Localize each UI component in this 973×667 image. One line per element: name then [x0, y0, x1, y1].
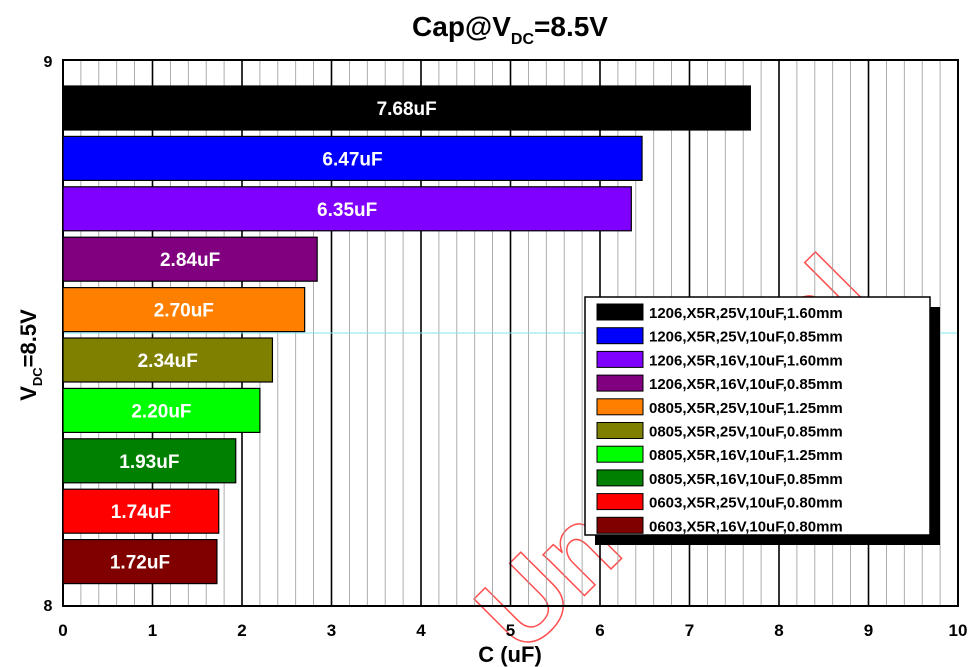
- bar-value-label: 1.93uF: [119, 452, 179, 473]
- legend-entry: 0603,X5R,25V,10uF,0.80mm: [649, 495, 843, 512]
- x-tick-label: 6: [595, 621, 604, 640]
- x-tick-label: 8: [774, 621, 783, 640]
- bar: [62, 186, 632, 232]
- legend: 1206,X5R,25V,10uF,1.60mm 1206,X5R,25V,10u…: [584, 296, 940, 545]
- y-axis-label-subscript: DC: [30, 367, 45, 386]
- x-tick-label: 7: [685, 621, 694, 640]
- chart-title-subscript: DC: [511, 31, 535, 48]
- legend-swatch: [596, 445, 644, 463]
- x-tick-label: 5: [506, 621, 515, 640]
- bar-value-label: 1.72uF: [110, 553, 170, 574]
- bar-value-label: 6.35uF: [317, 200, 377, 221]
- bar: [62, 438, 237, 484]
- x-tick-label: 3: [327, 621, 336, 640]
- legend-swatch: [596, 516, 644, 534]
- legend-entry: 1206,X5R,16V,10uF,1.60mm: [649, 352, 843, 369]
- bar-value-label: 2.70uF: [154, 301, 214, 322]
- bar: [62, 287, 306, 333]
- bar-value-label: 2.84uF: [160, 250, 220, 271]
- legend-swatch: [596, 469, 644, 487]
- bar-value-label: 2.34uF: [138, 351, 198, 372]
- legend-entry: 1206,X5R,16V,10uF,0.85mm: [649, 376, 843, 393]
- legend-entry: 0805,X5R,16V,10uF,0.85mm: [649, 471, 843, 488]
- bar-value-label: 6.47uF: [322, 149, 382, 170]
- bar: [62, 236, 318, 282]
- x-tick-label: 9: [864, 621, 873, 640]
- x-tick-label: 1: [148, 621, 157, 640]
- legend-swatch: [596, 350, 644, 368]
- x-tick-labels: 0 1 2 3 4 5 6 7 8 9 10: [58, 621, 967, 640]
- legend-entry: 0805,X5R,25V,10uF,0.85mm: [649, 424, 843, 441]
- chart-title: Cap@VDC=8.5V: [412, 11, 608, 48]
- legend-swatch: [596, 422, 644, 439]
- legend-entry: 1206,X5R,25V,10uF,1.60mm: [649, 305, 843, 322]
- x-tick-label: 2: [237, 621, 246, 640]
- legend-swatch: [596, 374, 644, 392]
- y-axis-label: VDC=8.5V: [16, 309, 45, 401]
- legend-entry: 0805,X5R,16V,10uF,1.25mm: [649, 447, 843, 464]
- bar: [62, 488, 220, 534]
- bar: [62, 387, 261, 433]
- bar: [62, 538, 218, 585]
- bar: [62, 135, 643, 181]
- x-tick-label: 4: [416, 621, 426, 640]
- bars: 7.68uF 6.47uF 6.35uF 2.84uF 2.70uF 2.34uF 2.20…: [62, 85, 751, 585]
- legend-swatch: [596, 327, 644, 345]
- bar: [62, 337, 274, 383]
- legend-swatch: [596, 398, 644, 416]
- plot-frame: [62, 59, 959, 607]
- legend-swatch: [596, 493, 644, 511]
- x-tick-label: 0: [58, 621, 67, 640]
- legend-entry: 0603,X5R,16V,10uF,0.80mm: [649, 518, 843, 535]
- legend-entry: 1206,X5R,25V,10uF,0.85mm: [649, 329, 843, 346]
- legend-entry: 0805,X5R,25V,10uF,1.25mm: [649, 400, 843, 417]
- bar-value-label: 1.74uF: [111, 502, 171, 523]
- x-tick-label: 10: [949, 621, 968, 640]
- bar-value-label: 2.20uF: [131, 401, 191, 422]
- x-axis-label: C (uF): [478, 642, 542, 667]
- bar: [62, 85, 751, 131]
- y-tick-label-bottom: 8: [44, 598, 53, 615]
- y-tick-label-top: 9: [44, 54, 53, 71]
- legend-swatch: [596, 303, 644, 321]
- bar-value-label: 7.68uF: [377, 99, 437, 120]
